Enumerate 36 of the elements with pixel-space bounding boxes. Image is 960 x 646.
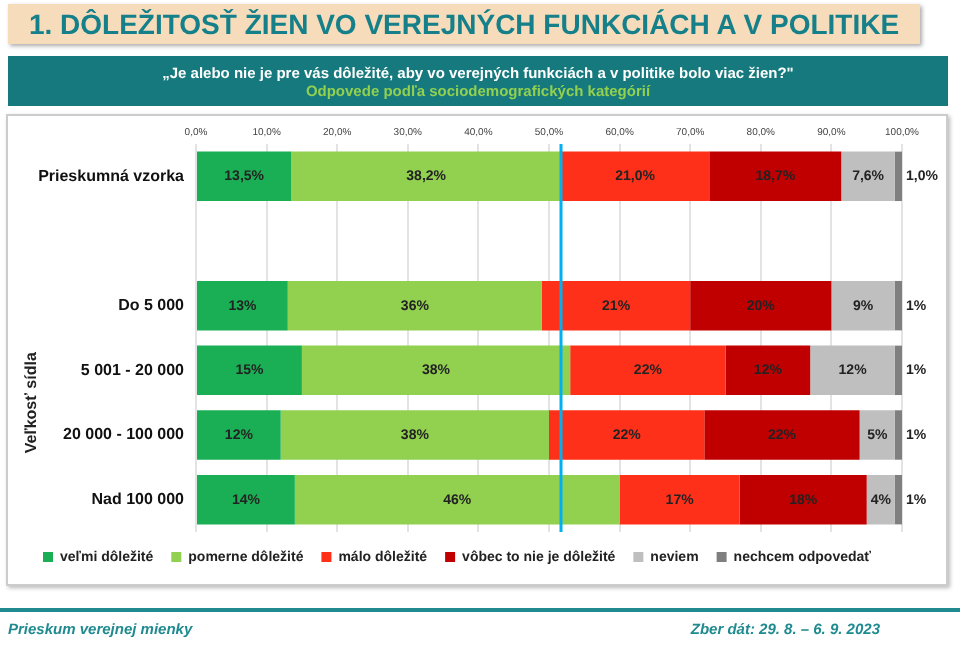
bar [894, 151, 902, 202]
bar [280, 410, 549, 460]
bar [197, 345, 302, 396]
bar [619, 474, 740, 525]
y-tick-label: Nad 100 000 [91, 490, 186, 509]
bar [894, 474, 902, 525]
bar [704, 410, 860, 460]
bar [197, 151, 292, 202]
bar [294, 474, 620, 525]
bar [570, 345, 726, 396]
y-tick-label: 5 001 - 20 000 [80, 360, 186, 379]
bar [549, 410, 705, 460]
bar [301, 345, 571, 396]
y-tick-label: 20 000 - 100 000 [63, 425, 186, 444]
bar [725, 345, 811, 396]
bar [690, 280, 832, 331]
bar [894, 345, 902, 396]
bar [841, 151, 895, 202]
y-axis-title: Veľkosť sídla [22, 351, 41, 454]
bar [287, 280, 542, 331]
bar [894, 410, 902, 460]
bar [197, 410, 281, 460]
chart-title: 1. DÔLEŽITOSŤ ŽIEN VO VEREJNÝCH FUNKCIÁCH A V POLITIKE [8, 4, 920, 44]
y-tick-label: Prieskumná vzorka [38, 166, 186, 185]
bar [810, 345, 895, 396]
bar [739, 474, 867, 525]
y-tick-label: Do 5 000 [118, 296, 186, 315]
bar [197, 474, 295, 525]
bar [561, 151, 710, 202]
bar [859, 410, 895, 460]
bar [291, 151, 561, 202]
bar [831, 280, 895, 331]
bar [894, 280, 902, 331]
bar [709, 151, 842, 202]
bar [541, 280, 691, 331]
bar [197, 280, 288, 331]
